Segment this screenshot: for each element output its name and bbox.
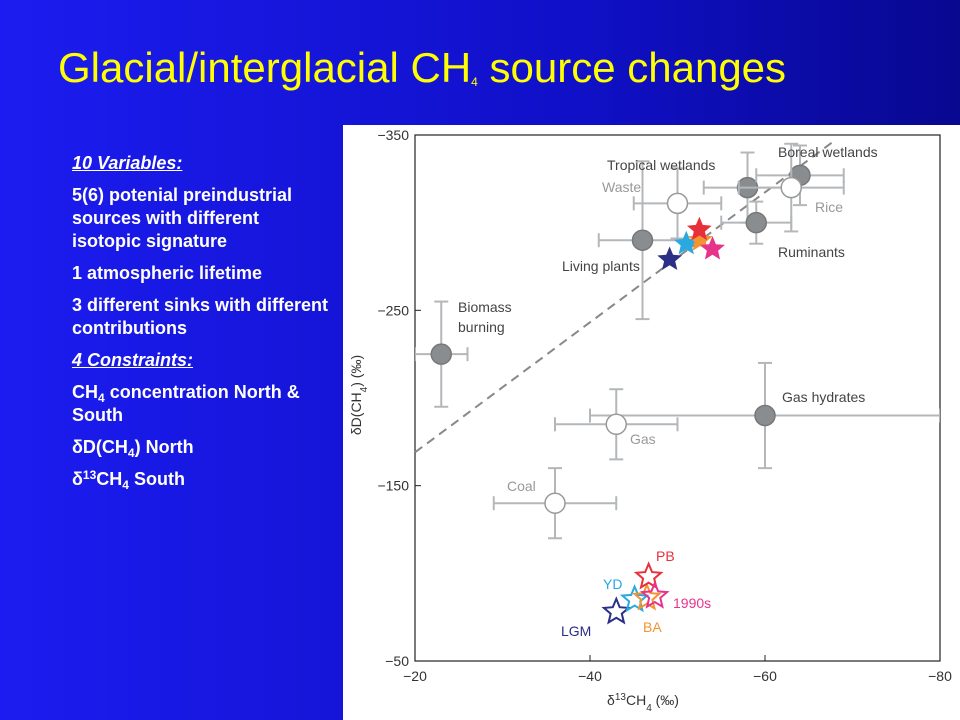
x-axis-label: δ13CH4 (‰): [607, 692, 679, 714]
source-point: [605, 413, 627, 436]
data-star: [601, 596, 632, 625]
text-run: 3 different sinks with different contrib…: [72, 295, 329, 338]
label-line: Ruminants: [778, 244, 845, 260]
text-run: δD(CH: [348, 392, 364, 435]
label-line: Rice: [815, 199, 843, 215]
bullet-text: δ13CH4 South: [72, 468, 332, 491]
text-run: 4: [646, 703, 652, 714]
x-tick-label: −40: [578, 668, 602, 684]
model-star: [657, 246, 682, 270]
source-point: [544, 492, 566, 514]
text-run: 1 atmospheric lifetime: [72, 263, 263, 283]
source-point: [430, 343, 452, 365]
text-run: 4: [471, 75, 478, 89]
source-point: [780, 176, 802, 199]
source-label: Living plants: [562, 258, 640, 274]
text-run: ) North: [134, 437, 194, 457]
source-label: Boreal wetlands: [778, 144, 878, 160]
text-run: (‰): [652, 692, 679, 708]
source-point: [745, 211, 767, 234]
data-star: [639, 580, 670, 609]
label-line: Boreal wetlands: [778, 144, 878, 160]
source-label: Coal: [507, 478, 536, 494]
text-run: δD(CH: [72, 437, 128, 457]
text-run: 13: [615, 692, 627, 703]
model-star: [687, 216, 712, 241]
model-star: [700, 236, 725, 260]
label-line: Waste: [602, 179, 641, 195]
bullet-text: 1 atmospheric lifetime: [72, 262, 332, 285]
label-line: Gas hydrates: [782, 389, 865, 405]
model-star: [673, 230, 699, 255]
legend-label: 1990s: [673, 595, 711, 611]
text-run: CH: [96, 469, 123, 489]
text-run: ) (‰): [348, 355, 364, 387]
y-tick-label: −350: [377, 127, 409, 143]
source-point: [631, 229, 654, 251]
section-heading: 4 Constraints:: [72, 349, 332, 372]
y-tick-label: −50: [385, 653, 409, 669]
text-run: CH: [626, 692, 646, 708]
bullet-text: 5(6) potenial preindustrial sources with…: [72, 184, 332, 253]
text-run: 4: [98, 391, 105, 405]
source-label: Gas hydrates: [782, 389, 865, 405]
text-run: Glacial/interglacial CH: [58, 44, 472, 91]
x-tick-label: −60: [753, 668, 777, 684]
text-run: 4 Constraints:: [72, 350, 194, 370]
text-run: δ: [72, 469, 83, 489]
text-panel: 10 Variables: 5(6) potenial preindustrial…: [72, 152, 332, 500]
reference-line: [414, 139, 836, 454]
source-label: Rice: [815, 199, 843, 215]
x-tick-label: −80: [928, 668, 952, 684]
y-tick-label: −150: [377, 478, 409, 494]
y-tick-label: −250: [377, 302, 409, 318]
bullet-text: CH4 concentration North & South: [72, 381, 332, 427]
text-run: 4: [122, 478, 129, 492]
source-label: Gas: [630, 431, 656, 447]
source-label: Tropical wetlands: [607, 157, 715, 173]
label-line: Biomass: [458, 299, 512, 315]
text-run: 5(6) potenial preindustrial sources with…: [72, 185, 293, 251]
label-line: Tropical wetlands: [607, 157, 715, 173]
sources: [415, 142, 940, 540]
text-run: 13: [82, 468, 97, 482]
source-label: Ruminants: [778, 244, 845, 260]
label-line: Coal: [507, 478, 536, 494]
data-star: [633, 561, 664, 590]
source-point: [754, 404, 776, 427]
label-line: Gas: [630, 431, 656, 447]
text-run: concentration North & South: [72, 382, 300, 425]
bullet-text: δD(CH4) North: [72, 436, 332, 459]
section-heading: 10 Variables:: [72, 152, 332, 175]
bullet-text: 3 different sinks with different contrib…: [72, 294, 332, 340]
text-run: CH: [72, 382, 98, 402]
text-run: 10 Variables:: [72, 153, 183, 173]
slide-title: Glacial/interglacial CH4 source changes: [58, 44, 786, 92]
plot-frame: [414, 134, 941, 662]
text-run: source changes: [477, 44, 787, 91]
text-run: δ: [607, 692, 615, 708]
data-star: [619, 583, 650, 613]
legend-label: YD: [603, 576, 622, 592]
legend-label: PB: [656, 548, 675, 564]
source-label: Biomass burning: [458, 299, 512, 335]
source-label: Waste: [602, 179, 641, 195]
source-point: [666, 192, 689, 215]
legend-label: LGM: [561, 623, 591, 639]
legend-label: BA: [643, 619, 662, 635]
text-run: South: [128, 469, 185, 489]
text-run: 4: [127, 446, 135, 460]
text-run: 4: [359, 386, 370, 392]
y-axis-label: δD(CH4) (‰): [348, 355, 370, 435]
label-line: Living plants: [562, 258, 640, 274]
x-tick-label: −20: [403, 668, 427, 684]
label-line: burning: [458, 319, 505, 335]
